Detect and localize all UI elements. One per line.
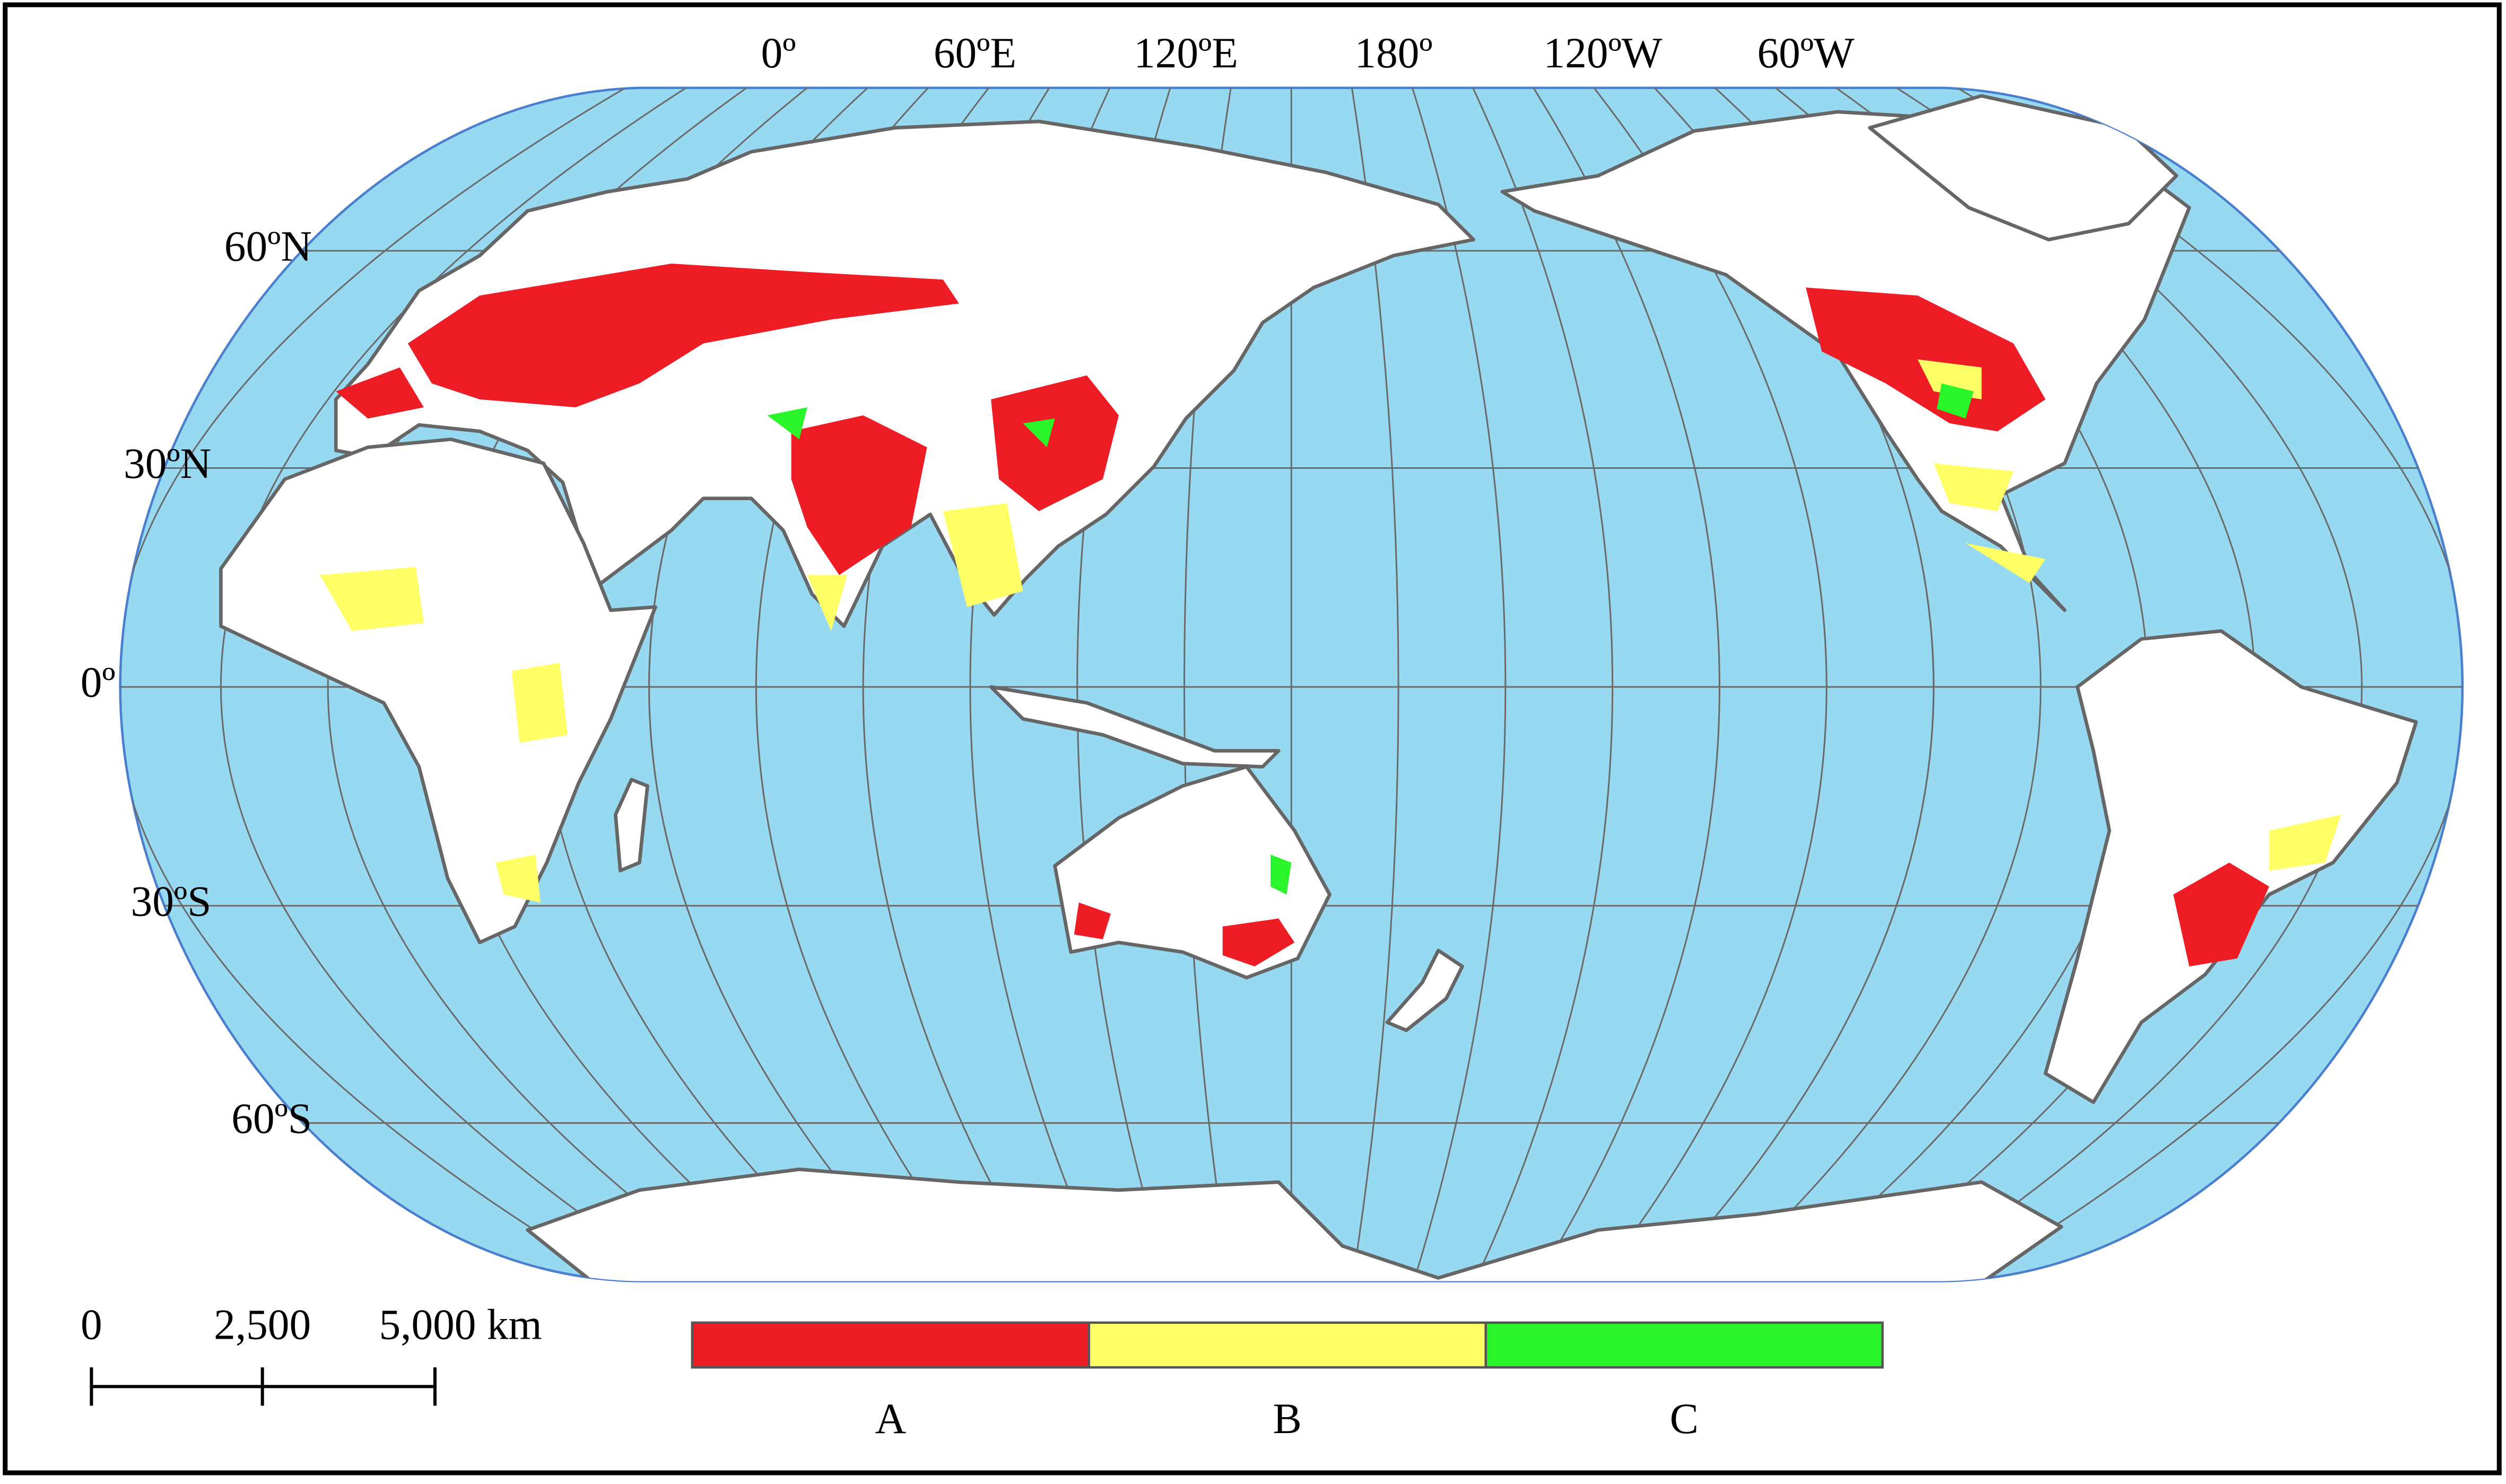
legend-swatch [691,1321,1091,1369]
scale-label: 5,000 km [379,1301,542,1349]
class-patch [1222,918,1295,967]
class-patch [1806,287,2046,432]
scale-label: 2,500 [214,1301,311,1349]
longitude-label: 60ºE [934,29,1016,77]
scale-label: 0 [81,1301,102,1349]
class-patch [943,503,1023,607]
class-patch [1965,543,2046,583]
class-patch [1937,383,1974,419]
longitude-label: 60ºW [1757,29,1855,77]
labels: 0º 60ºE 120ºE 180º 120ºW 60ºW 60ºN 30ºN 0º 30ºS 60… [81,29,1855,1142]
latitude-label: 30ºN [124,440,211,487]
meridian [120,88,668,1281]
scale-bar: 0 2,500 5,000 km [81,1301,542,1406]
meridian [220,88,725,1281]
class-patch [767,407,807,440]
greenland [1868,94,2179,242]
legend-label: A [875,1395,906,1443]
class-patch [336,367,424,419]
meridian [1517,88,1720,1281]
class-patch [1074,902,1111,939]
longitude-label: 0º [761,29,796,77]
class-patch [511,662,568,743]
class-patch [1023,418,1055,448]
class-patch [2173,862,2269,967]
new-zealand [1385,948,1464,1032]
class-patches [320,263,2342,967]
latitude-label: 30ºS [131,877,212,925]
class-patch [495,854,541,903]
class-patch [2269,815,2342,871]
legend: A B C [691,1321,1884,1443]
latitude-label: 60ºS [231,1095,312,1142]
meridian [1915,88,2463,1281]
latitude-label: 60ºN [224,223,312,270]
legend-swatch [1484,1321,1884,1369]
indonesia [989,685,1281,769]
class-patch [407,263,959,408]
longitude-label: 120ºW [1544,29,1663,77]
legend-label: B [1273,1395,1302,1443]
latitude-label: 0º [81,659,116,706]
class-patch [320,567,424,631]
class-patch [791,415,927,575]
meridian [1460,88,1614,1281]
africa [219,437,657,945]
antarctica [526,1167,2064,1281]
madagascar [613,778,649,872]
meridian [1404,88,1507,1281]
class-patch [1271,854,1292,895]
class-patch [1934,463,2014,511]
legend-swatch [1087,1321,1487,1369]
class-patch [991,375,1119,511]
longitude-label: 120ºE [1134,29,1238,77]
legend-label: C [1670,1395,1699,1443]
class-patch [807,575,847,631]
longitude-label: 180º [1354,29,1432,77]
